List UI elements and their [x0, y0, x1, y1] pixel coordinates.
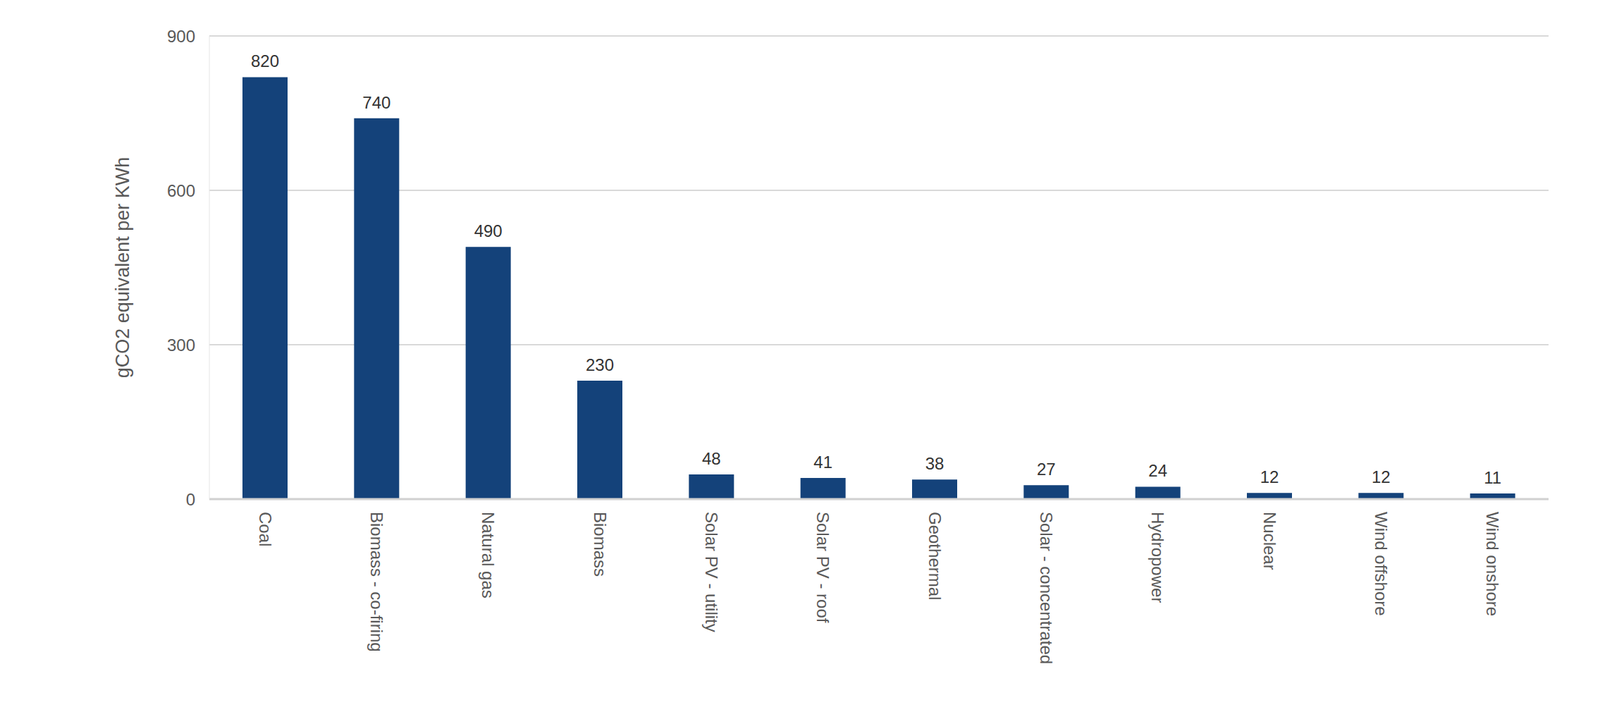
svg-text:820: 820 — [250, 51, 280, 71]
svg-text:900: 900 — [167, 26, 196, 46]
svg-text:12: 12 — [1260, 467, 1280, 487]
svg-text:740: 740 — [362, 93, 391, 113]
svg-text:11: 11 — [1483, 468, 1502, 488]
svg-text:Coal: Coal — [255, 511, 275, 547]
svg-text:gCO2 equivalent per KWh: gCO2 equivalent per KWh — [112, 157, 134, 379]
svg-text:Nuclear: Nuclear — [1260, 511, 1280, 571]
svg-text:Solar PV - roof: Solar PV - roof — [813, 511, 833, 624]
svg-text:300: 300 — [167, 335, 196, 355]
svg-text:Wind offshore: Wind offshore — [1371, 511, 1391, 617]
svg-text:12: 12 — [1371, 467, 1391, 487]
svg-text:38: 38 — [925, 453, 945, 473]
svg-text:Wind onshore: Wind onshore — [1482, 511, 1503, 617]
svg-text:Solar PV - utility: Solar PV - utility — [702, 511, 722, 633]
svg-text:Geothermal: Geothermal — [925, 511, 945, 600]
svg-text:Biomass: Biomass — [590, 511, 610, 577]
svg-text:Natural gas: Natural gas — [478, 511, 498, 599]
svg-text:0: 0 — [186, 489, 196, 509]
svg-text:Biomass - co-firing: Biomass - co-firing — [367, 511, 387, 652]
svg-text:Hydropower: Hydropower — [1148, 511, 1168, 603]
svg-text:600: 600 — [167, 181, 196, 201]
svg-text:24: 24 — [1148, 460, 1168, 480]
svg-text:490: 490 — [474, 221, 503, 241]
svg-text:Solar - concentrated: Solar - concentrated — [1036, 511, 1056, 664]
svg-text:41: 41 — [813, 452, 833, 472]
svg-text:48: 48 — [702, 448, 722, 469]
svg-text:27: 27 — [1036, 459, 1056, 479]
svg-text:230: 230 — [585, 355, 614, 375]
